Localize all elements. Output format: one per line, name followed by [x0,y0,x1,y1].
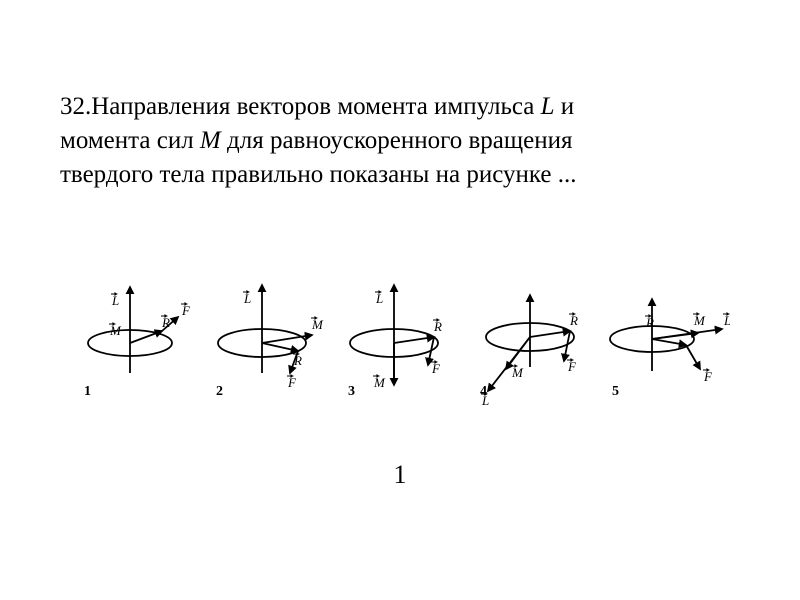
svg-text:F: F [703,369,713,384]
svg-text:F: F [287,375,297,390]
svg-text:F: F [431,361,441,376]
svg-text:M: M [373,375,386,390]
svg-text:2: 2 [216,384,223,399]
q-line1: Направления векторов момента импульса [91,93,534,120]
q-line2b: для равноускоренного вращения [227,127,572,154]
q-L: L [541,93,555,120]
q-line3: твердого тела правильно показаны на рису… [60,161,576,188]
svg-text:4: 4 [480,384,487,399]
svg-text:M: M [693,313,706,328]
question-text: 32.Направления векторов момента импульса… [60,90,740,191]
svg-text:F: F [181,303,191,318]
answer-value: 1 [394,460,407,489]
svg-text:M: M [311,317,324,332]
figure-row: LMRF1LMRF2LMRF3LMRF4LMRF5 [70,265,730,415]
q-line1b: и [561,93,574,120]
svg-text:M: M [511,365,524,380]
figures-svg: LMRF1LMRF2LMRF3LMRF4LMRF5 [70,265,730,415]
q-number: 32. [60,93,91,120]
answer: 1 [0,460,800,490]
svg-text:3: 3 [348,384,355,399]
q-line2a: момента сил [60,127,194,154]
svg-text:M: M [109,323,122,338]
svg-text:1: 1 [84,384,91,399]
q-M: M [200,127,221,154]
svg-text:F: F [567,359,577,374]
svg-text:5: 5 [612,384,619,399]
